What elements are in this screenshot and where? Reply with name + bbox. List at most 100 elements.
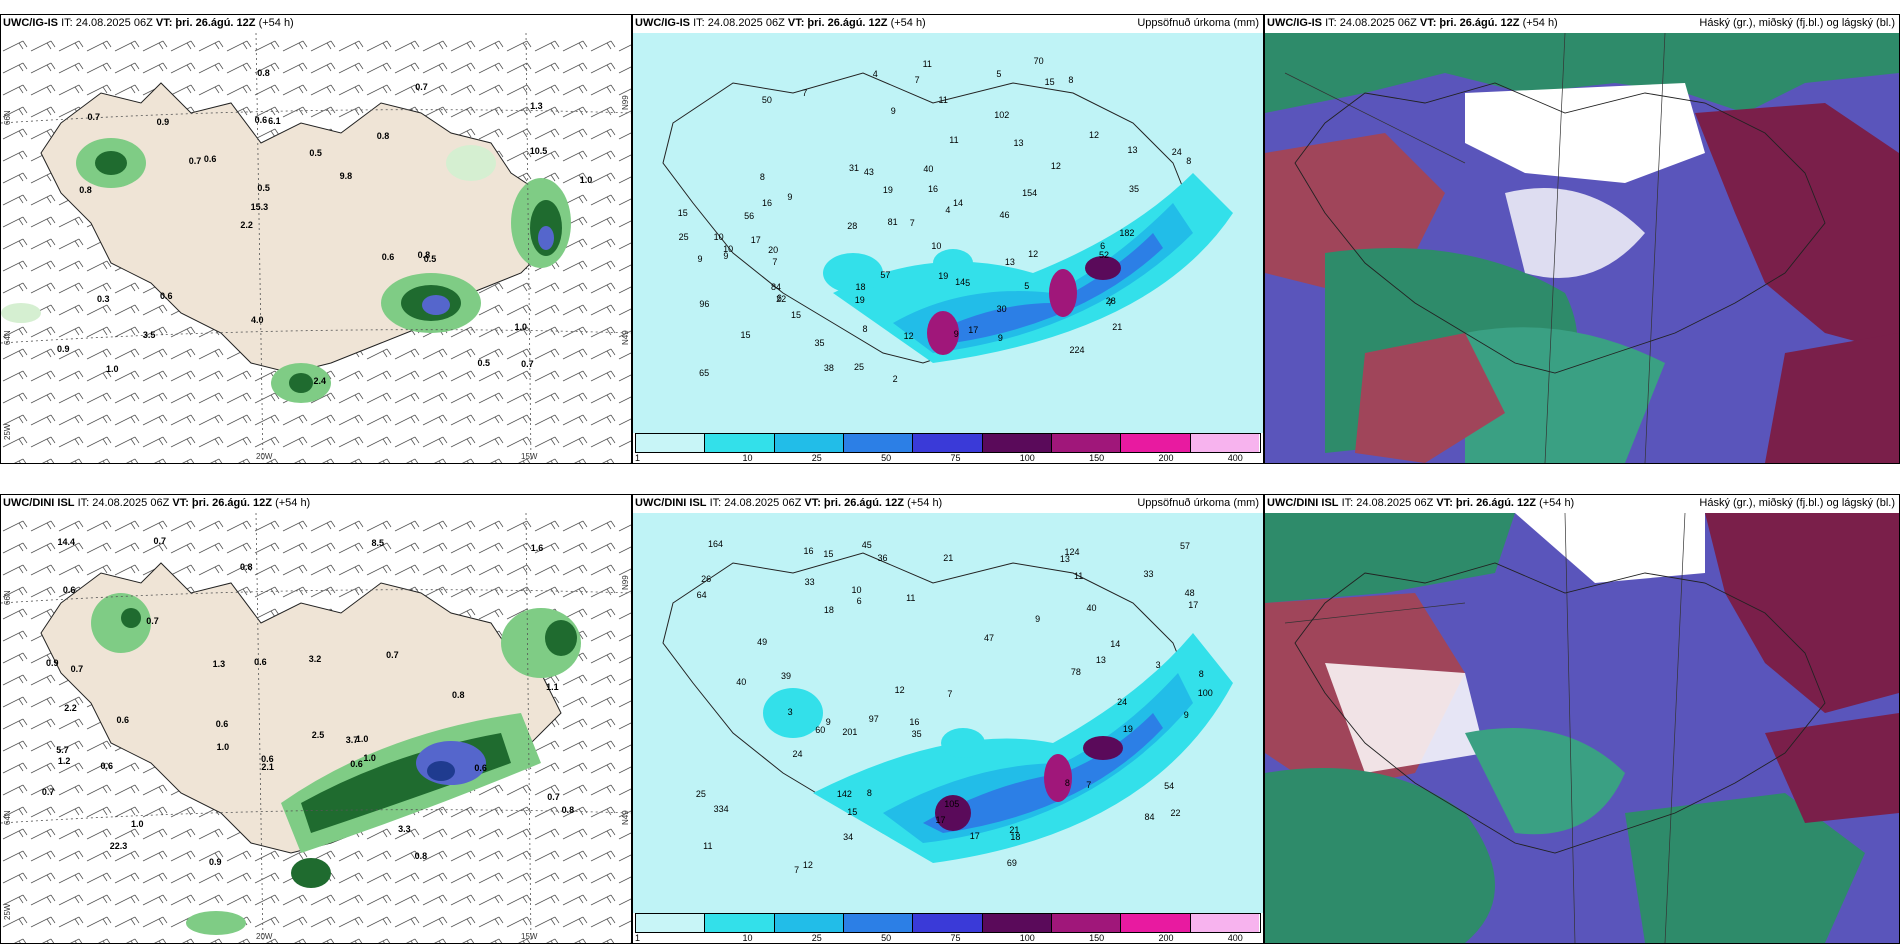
map-value-label: 40 <box>736 677 747 688</box>
map-value-label: 15 <box>740 329 751 340</box>
map-value-label: 54 <box>1164 781 1175 792</box>
panel-right-title: Uppsöfnuð úrkoma (mm) <box>1137 497 1259 509</box>
value-labels: 15 8 7 12 14 9 7 6 13 12 10 11 5 4 2 4 21 15 22 25 9 7 9 14 16 8 1… <box>633 15 1263 463</box>
map-value-label: 1.3 <box>530 100 543 111</box>
map-value-label: 17 <box>750 235 761 246</box>
map-value-label: 124 <box>1064 547 1080 558</box>
map-value-label: 1.1 <box>546 681 559 692</box>
precip-rate-map <box>1 513 631 943</box>
map-value-label: 0.7 <box>41 787 55 798</box>
map-value-label: 78 <box>1070 666 1081 677</box>
map-value-label: 7 <box>947 688 953 699</box>
map-value-label: 100 <box>1197 688 1213 699</box>
map-value-label: 21 <box>1112 322 1123 333</box>
accum-precip-map <box>633 513 1263 913</box>
map-value-label: 11 <box>703 840 713 851</box>
map-value-label: 15 <box>791 309 802 320</box>
map-value-label: 15 <box>823 548 834 559</box>
lon-label-20w: 20W <box>256 932 273 941</box>
map-value-label: 9 <box>1035 614 1041 625</box>
panel-title: UWC/IG-IS IT: 24.08.2025 06Z VT: þri. 26… <box>1267 17 1558 29</box>
map-value-label: 1.0 <box>579 174 593 185</box>
map-value-label: 52 <box>1098 249 1109 260</box>
map-value-label: 224 <box>1069 345 1085 356</box>
map-value-label: 5 <box>996 69 1002 80</box>
map-value-label: 19 <box>1122 723 1133 734</box>
panel-right-title: Uppsöfnuð úrkoma (mm) <box>1137 17 1259 29</box>
map-value-label: 24 <box>1117 697 1128 708</box>
map-value-label: 5 <box>1024 281 1030 292</box>
map-value-label: 15.3 <box>250 202 269 213</box>
map-value-label: 10 <box>931 241 942 252</box>
map-value-label: 13 <box>1127 145 1138 156</box>
map-value-label: 19 <box>854 294 865 305</box>
map-value-label: 10 <box>723 243 734 254</box>
colorbar-label: 10 <box>742 933 753 943</box>
map-value-label: 49 <box>757 637 768 648</box>
map-value-label: 2.2 <box>64 702 77 713</box>
map-value-label: 12 <box>1050 160 1061 171</box>
map-value-label: 46 <box>999 209 1010 220</box>
map-value-label: 17 <box>935 815 946 826</box>
colorbar-cell <box>636 914 706 932</box>
map-value-label: 22 <box>776 293 787 304</box>
map-value-label: 0.8 <box>414 851 428 862</box>
map-value-label: 142 <box>836 789 852 800</box>
map-value-label: 36 <box>877 553 888 564</box>
map-value-label: 0.5 <box>257 183 270 194</box>
map-value-label: 15 <box>1044 77 1055 88</box>
map-value-label: 0.7 <box>146 615 159 626</box>
map-value-label: 13 <box>1013 137 1024 148</box>
map-value-label: 10 <box>713 232 724 243</box>
colorbar <box>635 913 1261 933</box>
map-value-label: 17 <box>969 831 980 842</box>
map-value-label: 2.1 <box>261 761 274 772</box>
colorbar-label: 75 <box>950 453 961 463</box>
map-value-label: 14 <box>1110 638 1121 649</box>
colorbar-cell <box>636 434 706 452</box>
colorbar-label: 1 <box>635 453 641 463</box>
panel-title: UWC/DINI ISL IT: 24.08.2025 06Z VT: þri.… <box>635 497 943 509</box>
map-value-label: 1.0 <box>216 742 230 753</box>
map-value-label: 16 <box>762 197 773 208</box>
map-value-label: 14 <box>955 277 966 288</box>
colorbar-label: 25 <box>811 933 822 943</box>
map-value-label: 81 <box>887 216 898 227</box>
map-value-label: 35 <box>911 729 922 740</box>
map-value-label: 0.6 <box>62 584 76 595</box>
map-value-label: 3 <box>787 706 793 717</box>
panel-title: UWC/DINI ISL IT: 24.08.2025 06Z VT: þri.… <box>1267 497 1575 509</box>
map-value-label: 8 <box>866 788 872 799</box>
map-value-label: 5 <box>965 277 971 288</box>
map-value-label: 0.6 <box>381 251 395 262</box>
colorbar-label: 200 <box>1158 453 1174 463</box>
map-value-label: 0.6 <box>350 759 363 770</box>
map-value-label: 21 <box>943 552 954 563</box>
map-value-label: 0.6 <box>203 154 217 165</box>
map-value-label: 1.2 <box>57 755 71 766</box>
map-value-label: 97 <box>868 713 879 724</box>
map-value-label: 1.6 <box>530 542 544 553</box>
colorbar-label: 150 <box>1089 453 1105 463</box>
map-value-label: 9 <box>997 333 1003 344</box>
map-value-label: 7 <box>1107 297 1113 308</box>
map-value-label: 8 <box>1068 74 1074 85</box>
colorbar-cell <box>982 434 1052 452</box>
map-value-label: 0.9 <box>209 856 222 867</box>
map-value-label: 0.7 <box>70 664 84 675</box>
map-value-label: 8 <box>759 171 765 182</box>
map-value-label: 13 <box>1095 654 1106 665</box>
colorbar-cell <box>843 434 914 452</box>
map-value-label: 3 <box>1155 659 1161 670</box>
map-value-label: 11 <box>906 592 916 603</box>
panel-top-middle: UWC/IG-IS IT: 24.08.2025 06Z VT: þri. 26… <box>632 14 1264 464</box>
map-value-label: 11 <box>938 94 948 105</box>
map-value-label: 14 <box>952 198 963 209</box>
map-value-label: 13 <box>1004 257 1015 268</box>
colorbar-cell <box>1051 914 1122 932</box>
map-value-label: 47 <box>984 633 995 644</box>
map-value-label: 84 <box>771 282 782 293</box>
colorbar-cell <box>705 914 775 932</box>
panel-title: UWC/IG-IS IT: 24.08.2025 06Z VT: þri. 26… <box>635 17 926 29</box>
map-value-label: 0.8 <box>451 689 465 700</box>
